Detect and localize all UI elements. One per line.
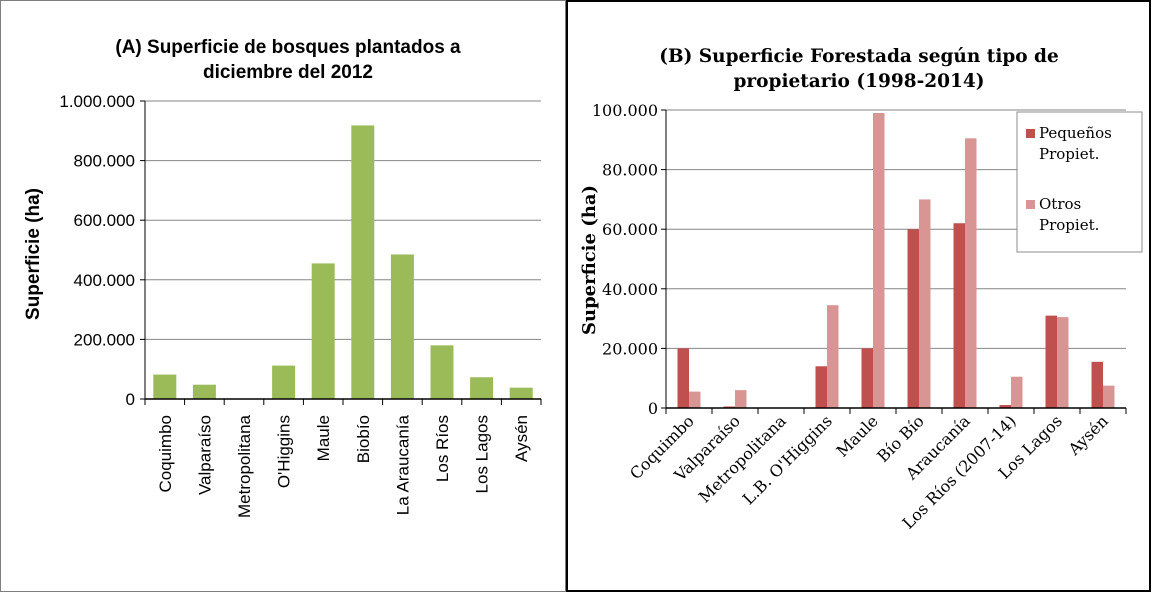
chart-a-bar-aysen	[509, 387, 533, 399]
chart-b-bar-otros-maule	[873, 112, 885, 408]
chart-b-bar-otros-valparaiso	[735, 390, 747, 408]
chart-b-bar-pequenos-l-b-o-higgins	[815, 366, 827, 408]
chart-a-y-tick-label: 400.000	[74, 271, 135, 290]
chart-a-y-tick-label: 200.000	[74, 330, 135, 349]
chart-a-title-line2: diciembre del 2012	[203, 62, 373, 83]
chart-a-category-label: Los Lagos	[473, 415, 492, 493]
chart-b-bar-otros-coquimbo	[689, 391, 701, 408]
legend-label-pequenos-line2: Propiet.	[1039, 145, 1099, 163]
chart-b-y-tick-label: 0	[648, 399, 658, 418]
chart-b-y-tick-label: 80.000	[602, 161, 658, 180]
chart-a-y-tick-label: 0	[126, 390, 135, 409]
chart-b-svg: (B) Superficie Forestada según tipo de p…	[579, 46, 1143, 533]
chart-a-category-label: Valparaíso	[195, 415, 214, 495]
chart-a-bar-la-araucania	[390, 254, 414, 399]
chart-a-svg: (A) Superficie de bosques plantados a di…	[23, 37, 542, 518]
chart-b-y-tick-label: 60.000	[602, 220, 658, 239]
chart-a-bar-biobio	[351, 125, 375, 399]
chart-b-bar-otros-aysen	[1103, 385, 1115, 408]
legend-swatch-otros	[1026, 200, 1035, 209]
legend-label-otros-line1: Otros	[1039, 195, 1081, 213]
chart-b-bar-otros-los-lagos	[1057, 317, 1069, 408]
chart-b-y-axis-label: Superficie (ha)	[579, 185, 600, 335]
legend-label-otros-line2: Propiet.	[1039, 216, 1099, 234]
chart-b-bar-pequenos-los-rios-2007-14	[999, 405, 1011, 408]
chart-a-y-tick-label: 800.000	[74, 152, 135, 171]
legend-box	[1016, 111, 1143, 253]
chart-a-bar-coquimbo	[153, 374, 177, 399]
chart-a-category-label: La Araucanía	[393, 414, 412, 515]
chart-a-bar-los-rios	[430, 345, 454, 399]
chart-panel-b: (B) Superficie Forestada según tipo de p…	[566, 0, 1151, 592]
chart-b-category-label: Aysén	[1064, 411, 1112, 459]
chart-b-bar-otros-l-b-o-higgins	[827, 305, 839, 408]
chart-a-bar-maule	[311, 263, 335, 399]
chart-b-bar-otros-araucania	[965, 138, 977, 408]
chart-a-bar-valparaiso	[192, 384, 216, 399]
legend-swatch-pequenos	[1026, 129, 1035, 138]
chart-b-bar-otros-bio-bio	[919, 199, 931, 408]
chart-b-title-line2: propietario (1998-2014)	[733, 71, 984, 92]
chart-a-category-label: Biobío	[354, 415, 373, 463]
chart-b-bar-pequenos-los-lagos	[1045, 315, 1057, 408]
chart-b-bar-pequenos-aysen	[1091, 361, 1103, 408]
chart-b-bar-otros-los-rios-2007-14	[1011, 376, 1023, 408]
chart-a-category-label: Coquimbo	[156, 415, 175, 493]
chart-a-title-line1: (A) Superficie de bosques plantados a	[115, 37, 461, 58]
chart-a-category-label: O'Higgins	[275, 415, 294, 488]
chart-a-category-label: Aysén	[512, 415, 531, 462]
chart-b-y-tick-label: 40.000	[602, 280, 658, 299]
chart-b-y-tick-label: 100.000	[592, 101, 658, 120]
chart-a-bar-los-lagos	[470, 377, 494, 399]
chart-b-bar-pequenos-araucania	[953, 223, 965, 408]
chart-a-category-label: Los Ríos	[433, 415, 452, 482]
chart-a-y-axis-label: Superficie (ha)	[23, 188, 44, 320]
chart-panel-a: (A) Superficie de bosques plantados a di…	[0, 0, 566, 592]
chart-b-title-line1: (B) Superficie Forestada según tipo de	[659, 46, 1059, 67]
chart-b-bar-pequenos-bio-bio	[907, 229, 919, 408]
chart-a-category-label: Metropolitana	[235, 414, 254, 518]
chart-b-legend: Pequeños Propiet. Otros Propiet.	[1016, 111, 1143, 253]
chart-a-y-tick-label: 600.000	[74, 211, 135, 230]
chart-b-bar-pequenos-coquimbo	[677, 348, 689, 408]
chart-a-bar-o-higgins	[272, 365, 296, 399]
chart-b-y-tick-label: 20.000	[602, 339, 658, 358]
chart-a-y-tick-label: 1.000.000	[59, 92, 135, 111]
chart-b-bar-pequenos-maule	[861, 348, 873, 408]
chart-a-category-label: Maule	[314, 415, 333, 461]
legend-label-pequenos-line1: Pequeños	[1039, 124, 1112, 142]
